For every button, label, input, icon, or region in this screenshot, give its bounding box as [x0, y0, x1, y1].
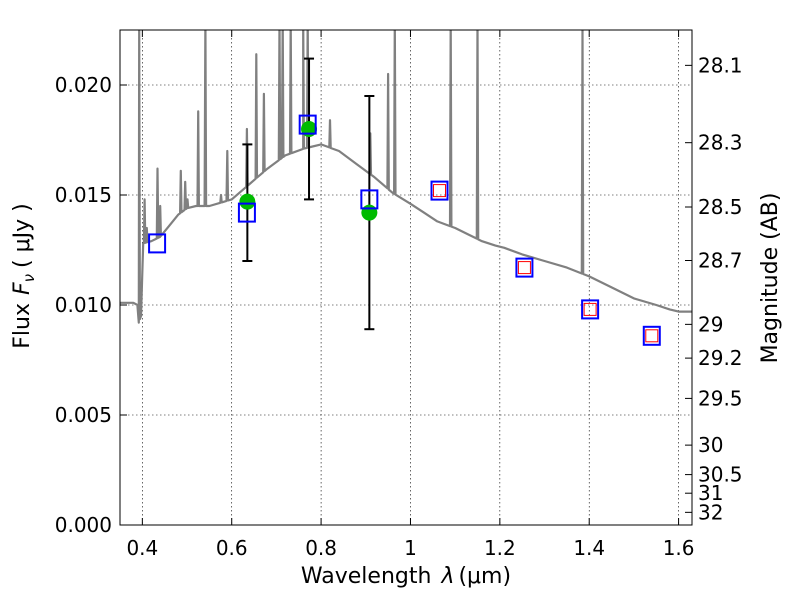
- y-tick-label: 0.020: [55, 73, 112, 97]
- x-tick-label: 1.6: [663, 536, 695, 560]
- y-axis-ticks: 0.000 0.005 0.010 0.015 0.020: [55, 73, 127, 537]
- error-bars: [242, 57, 375, 331]
- magnitude-tick-label: 31: [698, 481, 723, 505]
- magnitude-tick-label: 29.2: [698, 346, 743, 370]
- magnitude-tick-label: 30: [698, 433, 723, 457]
- plot-frame: [119, 29, 693, 526]
- y-tick-label: 0.000: [55, 513, 112, 537]
- observed-flux-point: [361, 204, 378, 221]
- model-photometry-square: [360, 189, 379, 210]
- magnitude-tick-label: 28.3: [698, 131, 743, 155]
- y-tick-label: 0.015: [55, 183, 112, 207]
- observed-flux-point: [239, 193, 256, 210]
- magnitude-tick-label: 29.5: [698, 386, 743, 410]
- model-photometry-square: [298, 114, 317, 135]
- x-tick-label: 1.4: [573, 536, 605, 560]
- model-photometry-square: [642, 325, 661, 346]
- model-photometry-square: [515, 257, 534, 278]
- model-photometry-red-square: [583, 302, 597, 316]
- magnitude-tick-label: 28.1: [698, 53, 743, 77]
- magnitude-tick-label: 28.5: [698, 195, 743, 219]
- magnitude-tick-label: 28.7: [698, 249, 743, 273]
- plot-area: [120, 30, 692, 324]
- x-tick-label: 0.8: [305, 536, 337, 560]
- model-photometry-square: [237, 202, 256, 223]
- magnitude-tick-label: 32: [698, 500, 723, 524]
- observed-flux-point: [301, 121, 318, 137]
- magnitude-axis-label: Magnitude (AB): [758, 193, 783, 364]
- magnitude-tick-label: 30.5: [698, 463, 743, 487]
- model-photometry-red-square: [517, 261, 531, 275]
- x-tick-label: 1.2: [484, 536, 516, 560]
- model-photometry-square: [148, 233, 167, 254]
- x-tick-label: 1: [404, 536, 417, 560]
- model-photometry-red-square: [645, 329, 659, 343]
- magnitude-tick-label: 29: [698, 312, 723, 336]
- x-axis-ticks: 0.4 0.6 0.8 1 1.2 1.4 1.6: [126, 30, 695, 560]
- model-photometry-square: [581, 299, 600, 320]
- y-tick-label: 0.010: [55, 293, 112, 317]
- model-photometry-squares: [148, 114, 661, 346]
- model-photometry-red-square: [433, 184, 447, 198]
- model-photometry-red-squares: [433, 184, 659, 343]
- model-photometry-square: [430, 180, 449, 201]
- x-tick-label: 0.4: [126, 536, 158, 560]
- model-spectrum-line: [120, 30, 692, 324]
- y-tick-label: 0.005: [55, 403, 112, 427]
- x-tick-label: 0.6: [216, 536, 248, 560]
- x-axis-label: Wavelength λ (μm): [301, 564, 511, 589]
- y-axis-label: FluxFν( μJy ): [10, 203, 38, 348]
